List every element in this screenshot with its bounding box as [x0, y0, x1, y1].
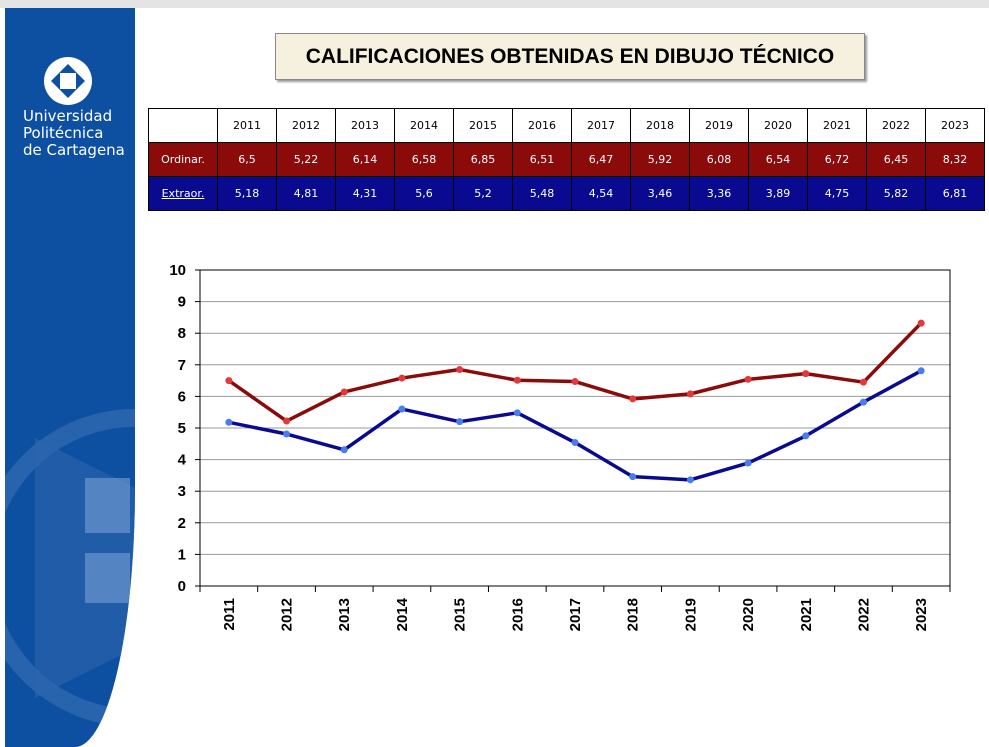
point — [283, 431, 290, 438]
x-tick-label: 2013 — [336, 598, 353, 631]
y-tick-label: 3 — [178, 483, 186, 500]
point — [629, 395, 636, 402]
y-tick-label: 1 — [178, 546, 186, 563]
point — [225, 377, 232, 384]
point — [802, 432, 809, 439]
x-tick-label: 2017 — [567, 598, 584, 631]
point — [514, 409, 521, 416]
point — [745, 376, 752, 383]
point — [629, 473, 636, 480]
x-tick-label: 2016 — [509, 598, 526, 631]
chart: 0 1 2 3 4 5 6 7 8 9 10 2011 2012 2013 2014 2015 2016 2017… — [0, 0, 989, 747]
x-tick-label: 2012 — [279, 598, 296, 631]
point — [745, 460, 752, 467]
point — [802, 370, 809, 377]
y-tick-label: 7 — [178, 357, 186, 374]
point — [572, 439, 579, 446]
y-tick-label: 0 — [178, 578, 186, 595]
point — [687, 476, 694, 483]
point — [514, 377, 521, 384]
y-tick-label: 4 — [178, 452, 187, 469]
page: Universidad Politécnica de Cartagena CAL… — [0, 0, 989, 747]
x-tick-label: 2022 — [855, 598, 872, 631]
point — [398, 406, 405, 413]
point — [860, 379, 867, 386]
point — [456, 418, 463, 425]
x-tick-label: 2015 — [452, 598, 469, 631]
y-tick-label: 5 — [178, 420, 186, 437]
point — [341, 388, 348, 395]
series-line — [229, 371, 921, 480]
y-tick-label: 10 — [169, 262, 186, 279]
x-tick-label: 2011 — [221, 598, 238, 631]
point — [918, 367, 925, 374]
x-tick-label: 2018 — [625, 598, 642, 631]
series-line — [229, 323, 921, 421]
point — [572, 378, 579, 385]
y-tick-label: 8 — [178, 325, 186, 342]
x-tick-label: 2021 — [798, 598, 815, 631]
x-tick-label: 2023 — [913, 598, 930, 631]
point — [225, 419, 232, 426]
point — [398, 375, 405, 382]
x-tick-label: 2014 — [394, 597, 411, 631]
y-tick-label: 6 — [178, 388, 186, 405]
point — [456, 366, 463, 373]
x-tick-label: 2019 — [682, 598, 699, 631]
y-tick-label: 2 — [178, 515, 186, 532]
point — [687, 390, 694, 397]
point — [860, 399, 867, 406]
point — [918, 320, 925, 327]
y-tick-label: 9 — [178, 294, 186, 311]
x-tick-label: 2020 — [740, 598, 757, 631]
point — [283, 418, 290, 425]
point — [341, 446, 348, 453]
